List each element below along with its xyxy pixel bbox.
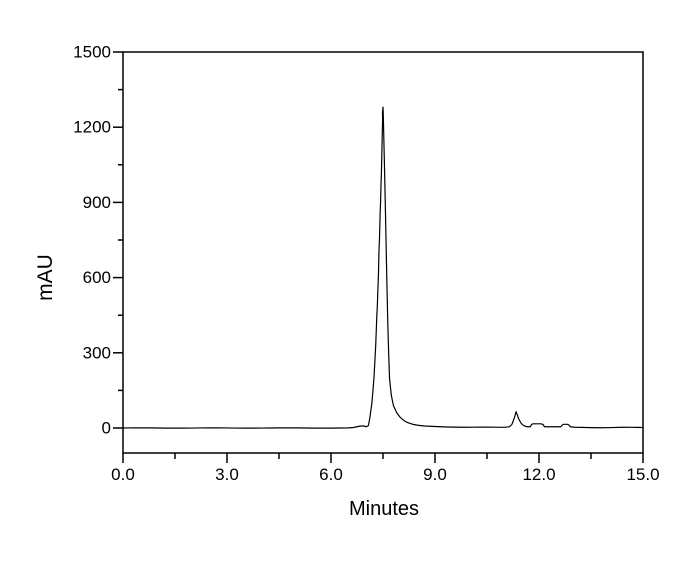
svg-text:1200: 1200 xyxy=(73,118,111,137)
svg-text:6.0: 6.0 xyxy=(319,465,343,484)
svg-text:300: 300 xyxy=(83,343,111,362)
svg-text:900: 900 xyxy=(83,193,111,212)
svg-text:3.0: 3.0 xyxy=(215,465,239,484)
svg-text:600: 600 xyxy=(83,268,111,287)
svg-text:Minutes: Minutes xyxy=(349,498,419,520)
svg-text:0.0: 0.0 xyxy=(111,465,135,484)
svg-text:12.0: 12.0 xyxy=(522,465,555,484)
svg-text:9.0: 9.0 xyxy=(423,465,447,484)
svg-text:1500: 1500 xyxy=(73,43,111,62)
svg-text:15.0: 15.0 xyxy=(626,465,659,484)
svg-text:mAU: mAU xyxy=(34,254,57,301)
svg-text:0: 0 xyxy=(102,419,111,438)
